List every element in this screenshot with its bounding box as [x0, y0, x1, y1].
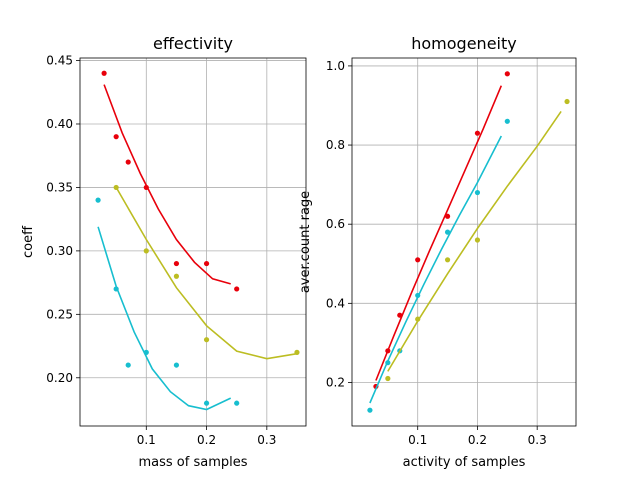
data-point-series-2: [203, 400, 210, 406]
data-point-series-2: [125, 362, 131, 368]
y-axis-label: aver.count rage: [298, 191, 313, 293]
chart-title: homogeneity: [411, 34, 516, 53]
fit-line-series-0: [103, 84, 231, 285]
fit-line-series-1: [115, 186, 298, 360]
y-tick-label: 0.30: [46, 244, 73, 258]
data-point-series-0: [101, 70, 107, 76]
x-tick-label: 0.3: [528, 433, 547, 447]
plot-area: [95, 70, 300, 411]
y-tick-label: 0.40: [46, 117, 73, 131]
data-point-series-0: [474, 130, 481, 136]
data-point-series-2: [143, 349, 149, 355]
data-point-series-1: [385, 360, 391, 366]
data-point-series-2: [234, 400, 240, 406]
y-tick-label: 0.2: [326, 375, 345, 389]
data-point-series-1: [113, 184, 119, 191]
fit-line-series-0: [375, 85, 503, 381]
x-tick-label: 0.2: [197, 433, 216, 447]
plot-area: [367, 71, 570, 413]
data-point-series-0: [504, 71, 510, 77]
y-tick-label: 0.45: [46, 54, 73, 68]
axes-frame: [351, 57, 577, 427]
data-point-series-1: [294, 349, 300, 355]
data-point-series-0: [385, 348, 391, 354]
data-point-series-1: [444, 229, 451, 235]
data-point-series-2: [385, 375, 391, 382]
x-tick-label: 0.2: [468, 433, 487, 447]
data-point-series-2: [444, 257, 451, 263]
y-tick-label: 0.6: [326, 217, 345, 231]
data-point-series-0: [234, 286, 240, 292]
y-tick-label: 0.8: [326, 138, 345, 152]
y-tick-label: 0.35: [46, 180, 73, 194]
y-tick-label: 1.0: [326, 59, 345, 73]
data-point-series-0: [397, 312, 403, 318]
data-point-series-0: [444, 213, 451, 219]
data-point-series-0: [203, 260, 210, 267]
data-point-series-1: [203, 337, 210, 343]
data-point-series-1: [143, 248, 149, 254]
fit-line-series-1: [369, 135, 503, 404]
y-tick-label: 0.20: [46, 371, 73, 385]
data-point-series-1: [474, 189, 481, 196]
data-point-series-2: [474, 237, 481, 243]
data-point-series-0: [113, 134, 119, 140]
data-point-series-1: [367, 407, 373, 413]
y-tick-label: 0.25: [46, 307, 73, 321]
y-axis-label: coeff: [21, 225, 36, 258]
axes-frame: [79, 57, 307, 427]
x-axis-label: activity of samples: [403, 455, 526, 470]
data-point-series-2: [564, 98, 570, 105]
y-tick-label: 0.4: [326, 296, 345, 310]
x-tick-label: 0.3: [257, 433, 276, 447]
data-point-series-0: [415, 257, 421, 263]
panel-effectivity: 0.1 0.2 0.3 0.20 0.25 0.30 0.35 0.40 0.45 effecti…: [21, 34, 307, 470]
data-point-series-0: [173, 260, 180, 267]
x-tick-label: 0.1: [408, 433, 427, 447]
data-point-series-2: [173, 362, 180, 368]
x-tick-label: 0.1: [137, 433, 156, 447]
data-point-series-0: [125, 159, 131, 165]
data-point-series-0: [143, 184, 149, 191]
x-axis-label: mass of samples: [138, 455, 247, 470]
data-point-series-2: [113, 286, 119, 292]
data-point-series-2: [95, 197, 101, 203]
data-point-series-1: [504, 118, 510, 124]
data-point-series-2: [415, 316, 421, 322]
data-point-series-1: [415, 292, 421, 299]
fit-line-series-2: [97, 226, 232, 411]
data-point-series-1: [173, 273, 180, 279]
panel-homogeneity: 0.1 0.2 0.3 0.2 0.4 0.6 0.8 1.0 homogeneity activ…: [298, 34, 577, 470]
chart-title: effectivity: [153, 34, 233, 53]
